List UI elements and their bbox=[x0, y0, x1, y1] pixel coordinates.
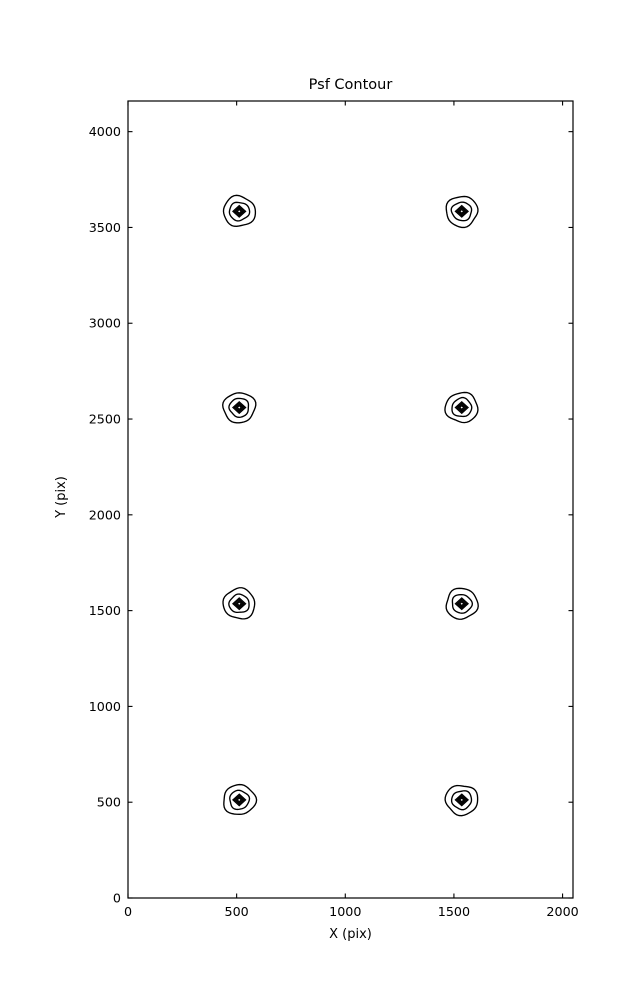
psf-contour-blob bbox=[222, 392, 257, 424]
contour-core-ring bbox=[457, 207, 467, 216]
contour-ring bbox=[450, 201, 473, 222]
psf-contour-blob bbox=[445, 587, 479, 620]
y-tick-label: 0 bbox=[113, 891, 121, 906]
contour-core-ring bbox=[454, 793, 470, 807]
contour-core-ring bbox=[231, 400, 247, 415]
contour-core-ring bbox=[234, 599, 244, 608]
contour-ring bbox=[444, 391, 479, 424]
y-tick-label: 4000 bbox=[89, 124, 121, 139]
psf-contour-blob bbox=[444, 784, 479, 817]
contour-ring bbox=[222, 392, 257, 424]
contour-core-ring bbox=[234, 403, 244, 412]
x-tick-label: 1000 bbox=[329, 904, 361, 919]
contour-ring bbox=[451, 593, 474, 614]
contour-ring bbox=[222, 587, 256, 620]
contour-ring bbox=[229, 789, 251, 811]
contour-ring bbox=[223, 783, 258, 816]
contour-ring bbox=[444, 784, 479, 817]
contour-core-ring bbox=[233, 206, 246, 217]
contour-core-ring bbox=[233, 598, 246, 609]
x-tick-label: 500 bbox=[225, 904, 249, 919]
axes-frame bbox=[127, 100, 574, 899]
contour-core-ring bbox=[234, 207, 244, 216]
contour-core-ring bbox=[457, 599, 467, 608]
contour-core-ring bbox=[231, 204, 247, 218]
y-tick-label: 1000 bbox=[89, 699, 121, 714]
contour-core-ring bbox=[458, 208, 465, 214]
contour-core-ring bbox=[457, 795, 467, 804]
contour-ring bbox=[445, 195, 479, 229]
contour-ring bbox=[228, 593, 250, 614]
contour-core-ring bbox=[455, 402, 468, 413]
y-tick-label: 500 bbox=[97, 795, 121, 810]
contour-core-ring bbox=[236, 601, 243, 607]
contour-ring bbox=[450, 790, 473, 811]
contour-ring bbox=[445, 587, 479, 620]
contour-ring bbox=[228, 397, 250, 419]
x-tick-label: 0 bbox=[124, 904, 132, 919]
x-tick-label: 2000 bbox=[546, 904, 578, 919]
y-tick-label: 1500 bbox=[89, 603, 121, 618]
contour-core-ring bbox=[236, 404, 243, 411]
psf-contour-blob bbox=[445, 195, 479, 229]
contour-core-ring bbox=[234, 795, 244, 804]
psf-contour-blob bbox=[222, 587, 256, 620]
contour-core-ring bbox=[454, 400, 470, 415]
psf-contour-blob bbox=[444, 391, 479, 424]
contour-core-ring bbox=[233, 794, 246, 806]
contour-core-ring bbox=[454, 204, 470, 218]
contour-core-ring bbox=[455, 206, 468, 217]
contour-ring bbox=[222, 194, 257, 227]
contour-core-ring bbox=[231, 793, 247, 807]
y-tick-label: 3000 bbox=[89, 316, 121, 331]
contour-core-ring bbox=[454, 597, 470, 611]
contour-ring bbox=[228, 201, 251, 222]
contour-core-ring bbox=[455, 598, 468, 609]
y-tick-label: 3500 bbox=[89, 220, 121, 235]
contour-core-ring bbox=[458, 601, 465, 607]
contour-core-ring bbox=[233, 402, 246, 413]
contour-ring bbox=[451, 396, 473, 418]
psf-contour-blob bbox=[222, 194, 257, 227]
contour-core-ring bbox=[231, 597, 247, 611]
y-tick-label: 2000 bbox=[89, 507, 121, 522]
contour-core-ring bbox=[236, 797, 243, 803]
x-tick-label: 1500 bbox=[438, 904, 470, 919]
contour-core-ring bbox=[455, 794, 468, 806]
contour-core-ring bbox=[458, 404, 465, 411]
chart-title: Psf Contour bbox=[308, 77, 393, 93]
x-axis-label: X (pix) bbox=[329, 927, 372, 942]
contour-core-ring bbox=[236, 208, 243, 214]
contour-core-ring bbox=[457, 403, 467, 412]
y-tick-label: 2500 bbox=[89, 412, 121, 427]
contour-core-ring bbox=[458, 797, 465, 803]
psf-contour-blob bbox=[223, 783, 258, 816]
